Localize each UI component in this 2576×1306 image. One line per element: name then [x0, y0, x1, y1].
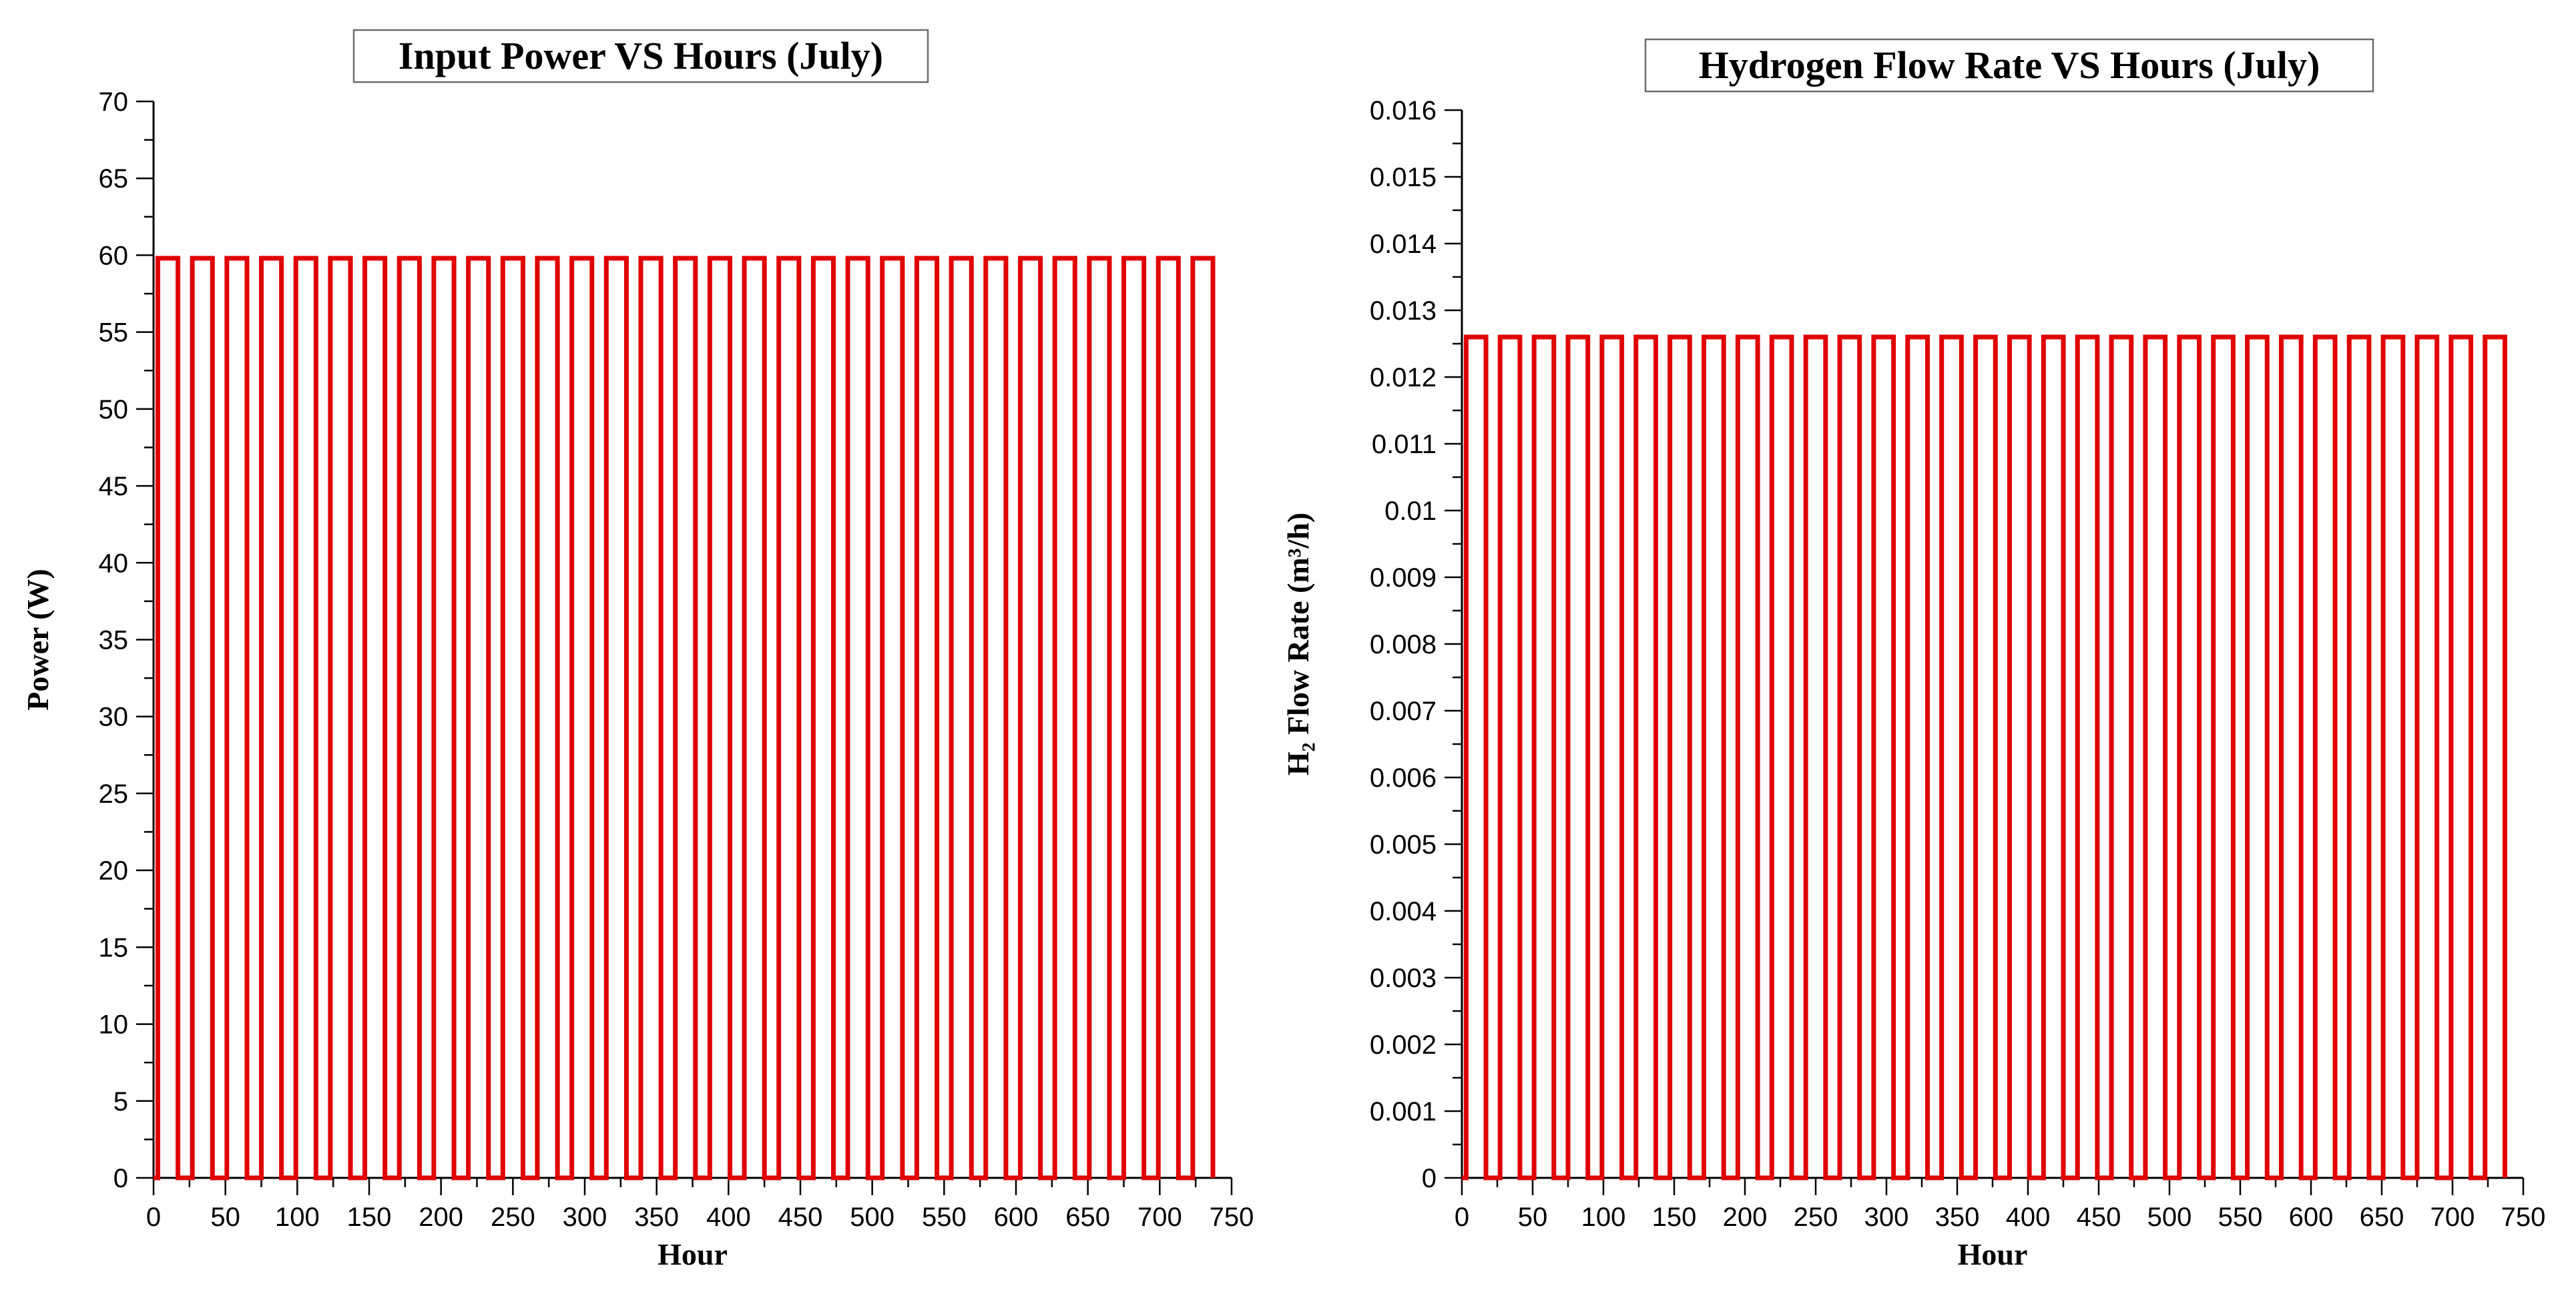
y-tick-label: 15 — [99, 933, 129, 962]
x-tick-label: 700 — [1137, 1203, 1182, 1232]
y-tick-label: 0.005 — [1370, 830, 1437, 860]
y-tick-label: 20 — [99, 856, 129, 886]
chart-title: Hydrogen Flow Rate VS Hours (July) — [1699, 43, 2320, 87]
x-tick-label: 200 — [1723, 1203, 1768, 1232]
y-tick-label: 45 — [99, 472, 129, 501]
x-tick-label: 0 — [1455, 1203, 1469, 1232]
x-tick-label: 100 — [1581, 1203, 1626, 1232]
x-tick-label: 350 — [634, 1203, 679, 1232]
y-axis-title: H₂ Flow Rate (m³/h) — [1281, 513, 1315, 775]
x-tick-label: 600 — [2289, 1203, 2334, 1232]
y-tick-label: 30 — [99, 703, 129, 732]
x-tick-label: 300 — [1864, 1203, 1909, 1232]
x-tick-label: 350 — [1935, 1203, 1980, 1232]
y-tick-label: 0.003 — [1370, 964, 1437, 993]
y-tick-label: 65 — [99, 164, 129, 194]
y-tick-label: 0.014 — [1370, 230, 1437, 259]
y-tick-label: 0.012 — [1370, 363, 1437, 392]
x-axis-title: Hour — [1958, 1237, 2028, 1271]
y-tick-label: 5 — [113, 1087, 128, 1116]
series-line-1 — [154, 256, 1216, 1181]
x-tick-label: 200 — [419, 1203, 463, 1232]
x-tick-label: 150 — [1652, 1203, 1697, 1232]
x-tick-label: 100 — [275, 1203, 320, 1232]
x-tick-label: 400 — [706, 1203, 751, 1232]
x-tick-label: 0 — [146, 1203, 161, 1232]
y-tick-label: 55 — [99, 318, 129, 348]
y-axis-title: Power (W) — [21, 569, 55, 710]
y-tick-label: 0.002 — [1370, 1030, 1437, 1060]
y-tick-label: 0.011 — [1372, 430, 1437, 459]
x-tick-label: 500 — [850, 1203, 894, 1232]
x-tick-label: 50 — [210, 1203, 240, 1232]
chart-2: Hydrogen Flow Rate VS Hours (July) 0 50 100… — [1281, 38, 2546, 1271]
y-tick-label: 25 — [99, 779, 129, 809]
y-tick-label: 10 — [99, 1010, 129, 1040]
x-tick-label: 750 — [2501, 1203, 2546, 1232]
chart-title: Input Power VS Hours (July) — [399, 34, 883, 77]
y-tick-label: 0.004 — [1370, 897, 1437, 926]
y-tick-label: 0.01 — [1384, 497, 1437, 526]
chart-title-box — [352, 29, 929, 83]
y-tick-label: 0.015 — [1370, 163, 1437, 192]
x-tick-label: 250 — [491, 1203, 535, 1232]
y-tick-label: 0.007 — [1370, 697, 1437, 726]
y-tick-label: 70 — [99, 87, 129, 117]
x-tick-label: 250 — [1794, 1203, 1838, 1232]
x-tick-label: 550 — [2218, 1203, 2263, 1232]
x-tick-label: 300 — [563, 1203, 607, 1232]
chart-title-box — [1644, 38, 2374, 93]
x-tick-label: 700 — [2430, 1203, 2475, 1232]
x-tick-label: 500 — [2147, 1203, 2192, 1232]
x-tick-label: 650 — [1065, 1203, 1110, 1232]
x-tick-label: 150 — [347, 1203, 392, 1232]
x-tick-label: 600 — [994, 1203, 1039, 1232]
x-tick-label: 650 — [2360, 1203, 2404, 1232]
y-tick-label: 0 — [1422, 1164, 1437, 1193]
y-tick-label: 0.006 — [1370, 763, 1437, 793]
y-tick-label: 0.009 — [1370, 563, 1437, 593]
chart-1: Input Power VS Hours (July)0 50 100 150 200 2… — [21, 29, 1254, 1271]
y-tick-label: 60 — [99, 241, 129, 270]
x-tick-label: 750 — [1210, 1203, 1254, 1232]
y-tick-label: 0.001 — [1370, 1097, 1437, 1126]
series-line-1 — [1462, 334, 2507, 1181]
y-tick-label: 0.013 — [1370, 296, 1437, 326]
x-tick-label: 50 — [1518, 1203, 1548, 1232]
y-tick-label: 35 — [99, 626, 129, 655]
y-tick-label: 40 — [99, 549, 129, 578]
y-tick-label: 0 — [113, 1164, 128, 1193]
x-tick-label: 400 — [2006, 1203, 2051, 1232]
y-tick-label: 0.008 — [1370, 630, 1437, 659]
x-tick-label: 450 — [778, 1203, 823, 1232]
x-axis-title: Hour — [658, 1237, 728, 1271]
y-tick-label: 0.016 — [1370, 96, 1437, 125]
x-tick-label: 450 — [2077, 1203, 2121, 1232]
x-tick-label: 550 — [922, 1203, 967, 1232]
y-tick-label: 50 — [99, 395, 129, 424]
